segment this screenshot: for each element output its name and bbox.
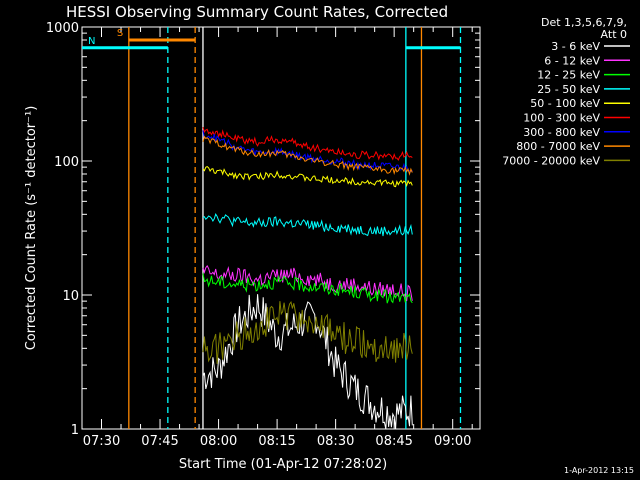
chart-title: HESSI Observing Summary Count Rates, Cor… (66, 3, 448, 21)
plot-frame (81, 26, 481, 430)
attenuator-markers: SN (82, 28, 461, 50)
legend-entry: 3 - 6 keV (551, 40, 600, 53)
y-tick-label: 1 (71, 423, 79, 438)
vertical-lines (128, 27, 462, 429)
x-tick-label: 08:15 (258, 434, 295, 449)
series-line (202, 301, 413, 364)
series-line (202, 135, 413, 176)
x-tick-label: 08:30 (317, 434, 354, 449)
x-tick-label: 08:45 (375, 434, 412, 449)
y-tick-label: 1000 (46, 21, 79, 36)
legend-header: Att 0 (601, 28, 627, 41)
y-axis-label: Corrected Count Rate (s⁻¹ detector⁻¹) (24, 106, 39, 351)
legend-entry: 6 - 12 keV (544, 54, 600, 67)
y-axis: 1 10 100 1000 (46, 21, 480, 438)
legend-header: Det 1,3,5,6,7,9, (541, 16, 627, 29)
x-tick-label: 09:00 (434, 434, 471, 449)
series-line (202, 273, 413, 304)
legend-entry: 300 - 800 keV (523, 126, 600, 139)
y-tick-label: 100 (54, 155, 79, 170)
legend-entry: 12 - 25 keV (537, 69, 600, 82)
x-tick-label: 07:45 (141, 434, 178, 449)
legend-entry: 100 - 300 keV (523, 112, 600, 125)
x-axis-label: Start Time (01-Apr-12 07:28:02) (179, 457, 387, 472)
legend-entry: 25 - 50 keV (537, 83, 600, 96)
legend-entry: 50 - 100 keV (530, 97, 600, 110)
series-line (202, 264, 413, 302)
x-tick-label: 08:00 (200, 434, 237, 449)
plot-border (81, 26, 481, 430)
series-line (202, 294, 413, 430)
y-tick-label: 10 (62, 289, 79, 304)
series-line (202, 126, 413, 162)
marker-label: N (88, 36, 95, 47)
series-line (202, 166, 413, 188)
x-axis: 07:30 07:45 08:00 08:15 08:30 08:45 09:00 (81, 27, 473, 449)
footer-timestamp: 1-Apr-2012 13:15 (564, 466, 634, 475)
series-line (202, 130, 413, 173)
series-line (202, 213, 413, 237)
legend-entry: 7000 - 20000 keV (502, 154, 600, 167)
legend-entry: 800 - 7000 keV (516, 140, 600, 153)
series-lines (202, 126, 413, 430)
x-tick-label: 07:30 (83, 434, 120, 449)
marker-label: S (117, 28, 123, 39)
